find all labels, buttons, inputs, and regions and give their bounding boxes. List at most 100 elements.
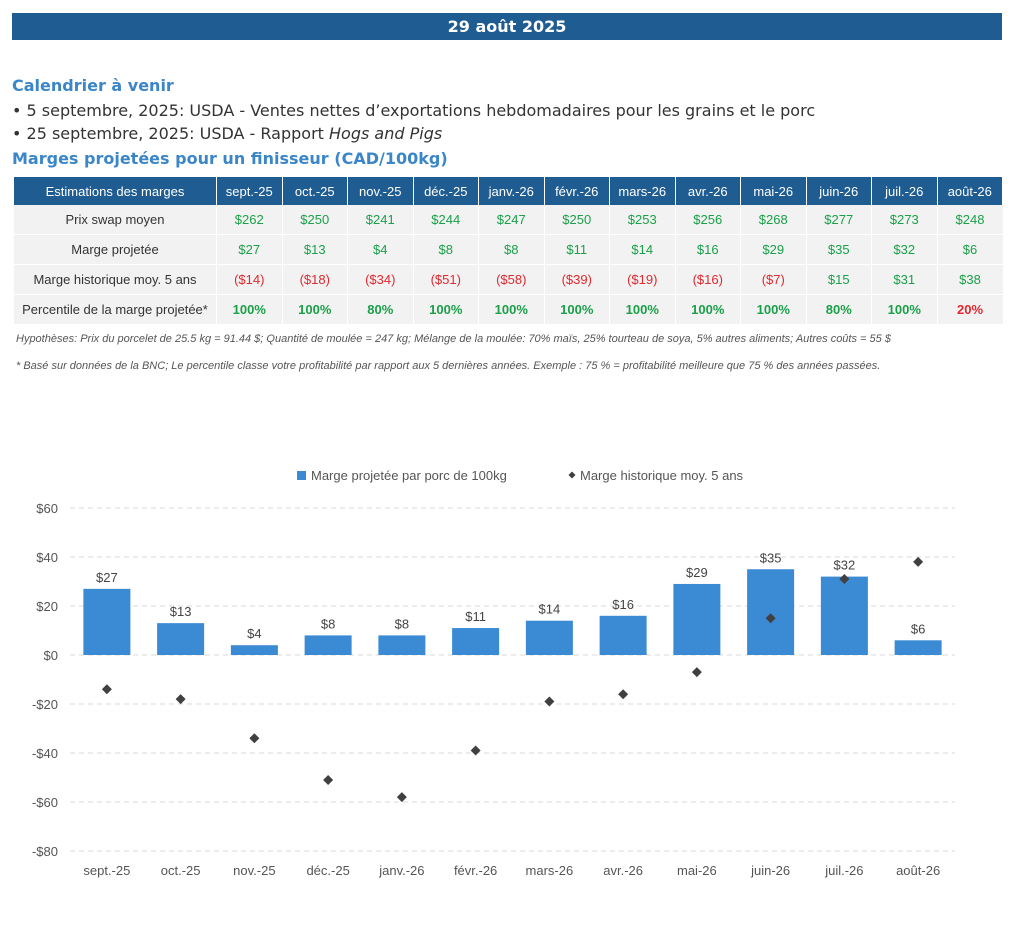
bar-data-label: $35 (760, 550, 782, 565)
month-header: août-26 (937, 177, 1003, 205)
month-header: juin-26 (806, 177, 872, 205)
table-cell: 20% (936, 294, 1003, 324)
table-cell: 80% (347, 294, 413, 324)
table-cell: ($51) (412, 264, 479, 295)
table-cell: $250 (543, 205, 610, 235)
table-cell: $15 (805, 264, 872, 295)
table-cell: $277 (805, 205, 872, 235)
bar-data-label: $29 (686, 565, 708, 580)
calendar-event-2-italic: Hogs and Pigs (329, 124, 443, 143)
bar-nov.-25 (230, 645, 278, 655)
legend-bar-swatch (297, 471, 306, 480)
table-cell: 100% (674, 294, 741, 324)
table-cell: $253 (609, 205, 675, 235)
bar-août-26 (894, 640, 942, 655)
historical-marker-mars-26 (544, 696, 555, 707)
month-header: déc.-25 (413, 177, 479, 205)
table-cell: $6 (936, 234, 1003, 265)
table-cell: 100% (871, 294, 937, 324)
margins-title: Marges projetées pour un finisseur (CAD/… (12, 149, 448, 168)
table-cell: ($16) (674, 264, 741, 295)
bar-sept.-25 (83, 588, 131, 655)
table-cell: $273 (871, 205, 937, 235)
legend-label-marker: Marge historique moy. 5 ans (580, 468, 744, 483)
bar-févr.-26 (452, 628, 500, 655)
month-header: nov.-25 (347, 177, 414, 205)
table-cell: $13 (281, 234, 348, 265)
historical-marker-sept.-25 (101, 684, 112, 695)
y-tick-label: -$40 (32, 746, 58, 761)
calendar-event-1: • 5 septembre, 2025: USDA - Ventes nette… (12, 101, 815, 120)
y-tick-label: -$20 (32, 697, 58, 712)
chart-legend: Marge projetée par porc de 100kg Marge hi… (297, 468, 744, 483)
y-tick-label: $40 (36, 550, 58, 565)
table-cell: 100% (216, 294, 282, 324)
table-cell: $8 (478, 234, 544, 265)
margins-table: Estimations des marges sept.-25 oct.-25 … (14, 177, 1003, 324)
historical-marker-nov.-25 (249, 733, 260, 744)
table-cell: ($19) (609, 264, 675, 295)
table-cell: ($34) (347, 264, 413, 295)
x-tick-label: sept.-25 (83, 863, 130, 878)
row-percentile: Percentile de la marge projetée* 100% 100%… (14, 294, 1003, 324)
month-header: mai-26 (740, 177, 807, 205)
table-cell: ($14) (216, 264, 282, 295)
bar-juil.-26 (820, 576, 868, 655)
y-tick-label: $60 (36, 501, 58, 516)
table-cell: $31 (871, 264, 937, 295)
historical-marker-juin-26 (765, 613, 776, 624)
table-cell: $262 (216, 205, 282, 235)
table-cell: 80% (805, 294, 872, 324)
table-cell: $16 (674, 234, 741, 265)
row-label: Percentile de la marge projetée* (14, 294, 217, 324)
month-header: févr.-26 (544, 177, 610, 205)
bar-juin-26 (747, 569, 795, 655)
row-swap-price: Prix swap moyen $262 $250 $241 $244 $247 $250 $… (14, 205, 1003, 235)
table-cell: $11 (543, 234, 610, 265)
historical-marker-déc.-25 (323, 774, 334, 785)
bar-data-label: $8 (321, 616, 335, 631)
hypotheses-note: Hypothèses: Prix du porcelet de 25.5 kg … (16, 333, 891, 345)
date-banner: 29 août 2025 (12, 13, 1002, 40)
table-cell: $247 (478, 205, 544, 235)
historical-marker-oct.-25 (175, 694, 186, 705)
table-cell: 100% (740, 294, 806, 324)
bar-data-label: $8 (395, 616, 409, 631)
table-corner-header: Estimations des marges (14, 177, 217, 205)
table-cell: $38 (936, 264, 1003, 295)
month-header: avr.-26 (675, 177, 741, 205)
bar-mars-26 (525, 620, 573, 655)
month-header: oct.-25 (282, 177, 348, 205)
row-label: Prix swap moyen (14, 205, 217, 235)
x-tick-label: août-26 (896, 863, 940, 878)
bar-data-label: $27 (96, 570, 118, 585)
table-header-row: Estimations des marges sept.-25 oct.-25 … (14, 177, 1003, 205)
x-tick-label: juil.-26 (824, 863, 863, 878)
table-cell: ($7) (740, 264, 806, 295)
bar-data-label: $13 (170, 604, 192, 619)
bar-oct.-25 (157, 623, 205, 655)
table-cell: $4 (347, 234, 413, 265)
table-cell: 100% (609, 294, 675, 324)
table-cell: $35 (805, 234, 872, 265)
table-cell: ($39) (543, 264, 610, 295)
table-cell: $14 (609, 234, 675, 265)
bar-data-label: $16 (612, 597, 634, 612)
month-header: sept.-25 (216, 177, 283, 205)
historical-marker-janv.-26 (396, 792, 407, 803)
table-cell: ($58) (478, 264, 544, 295)
calendar-event-1-text: • 5 septembre, 2025: USDA - Ventes nette… (12, 101, 816, 120)
calendar-title: Calendrier à venir (12, 76, 174, 95)
bar-data-label: $6 (911, 621, 925, 636)
month-header: juil.-26 (871, 177, 938, 205)
bar-déc.-25 (304, 635, 352, 655)
bar-data-label: $14 (539, 602, 561, 617)
table-cell: $244 (412, 205, 479, 235)
y-tick-label: $20 (36, 599, 58, 614)
y-tick-label: -$80 (32, 844, 58, 859)
x-tick-label: avr.-26 (603, 863, 643, 878)
table-cell: $241 (347, 205, 413, 235)
table-cell: $29 (740, 234, 806, 265)
x-tick-label: mai-26 (677, 863, 717, 878)
x-tick-label: déc.-25 (306, 863, 349, 878)
